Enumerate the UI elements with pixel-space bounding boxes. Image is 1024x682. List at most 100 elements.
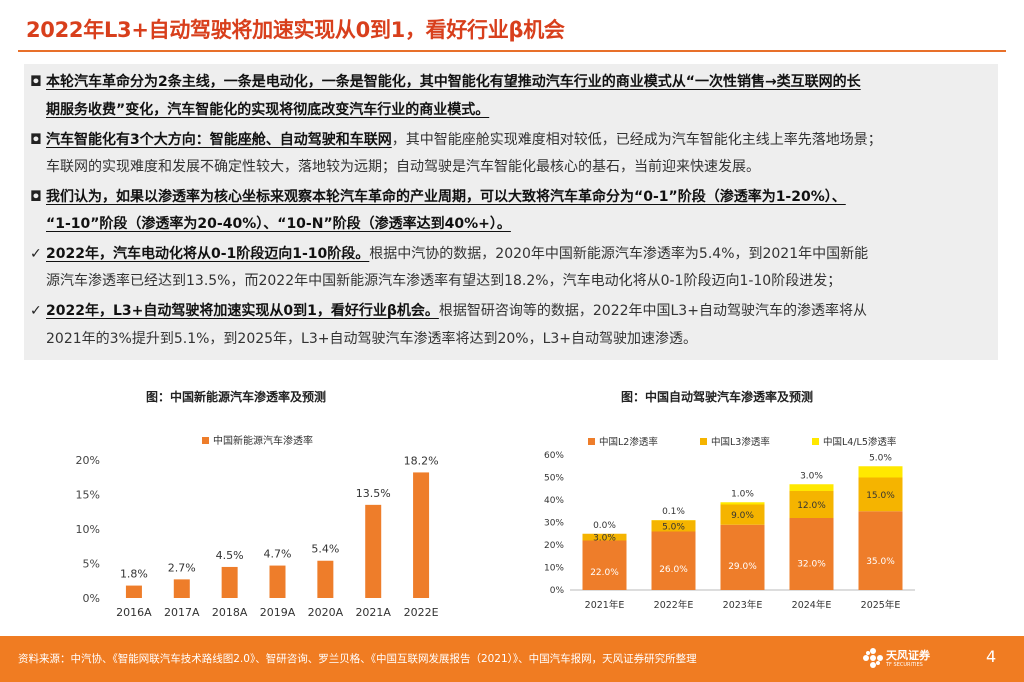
data-label: 5.0% <box>869 453 892 463</box>
data-label: 4.5% <box>216 549 244 562</box>
stacked-bar-segment <box>789 491 834 518</box>
stacked-bar-segment <box>582 540 627 590</box>
chart-1-title: 图：中国新能源汽车渗透率及预测 <box>146 390 327 404</box>
page-number: 4 <box>986 647 997 666</box>
y-tick-label: 20% <box>76 454 100 467</box>
check-icon: ✓ <box>30 303 42 319</box>
bullet-square-icon: ◘ <box>30 74 42 90</box>
x-tick-label: 2019A <box>260 606 296 619</box>
point-4-bold: 2022年，汽车电动化将从0-1阶段迈向1-10阶段。 <box>46 246 370 262</box>
data-label: 4.7% <box>264 548 292 561</box>
logo-name: 天风证券 <box>886 649 930 662</box>
x-tick-label: 2025年E <box>861 599 901 611</box>
y-tick-label: 40% <box>544 496 564 506</box>
x-tick-label: 2022E <box>404 606 439 619</box>
point-5-text-b: 2021年的3%提升到5.1%，到2025年，L3+自动驾驶汽车渗透率将达到20… <box>46 331 698 347</box>
x-tick-label: 2021年E <box>585 599 625 611</box>
y-tick-label: 10% <box>544 564 564 574</box>
legend-swatch <box>700 438 707 445</box>
data-label: 0.1% <box>662 507 685 517</box>
stacked-bar-segment <box>858 477 903 512</box>
y-tick-label: 0% <box>550 586 565 596</box>
legend-swatch <box>812 438 819 445</box>
data-label: 12.0% <box>797 501 826 511</box>
logo-subtitle: TF SECURITIES <box>886 662 923 668</box>
chart-2-title: 图：中国自动驾驶汽车渗透率及预测 <box>621 390 814 404</box>
data-label: 0.0% <box>593 521 616 531</box>
point-2-text-a: ，其中智能座舱实现难度相对较低，已经成为汽车智能化主线上率先落地场景； <box>391 132 882 148</box>
stacked-bar-segment <box>651 520 696 532</box>
data-label: 1.8% <box>120 568 148 581</box>
data-label: 35.0% <box>866 557 895 567</box>
stacked-bar-segment <box>789 484 834 491</box>
check-icon: ✓ <box>30 246 42 262</box>
company-logo: 天风证券 TF SECURITIES <box>862 645 942 675</box>
legend-swatch <box>588 438 595 445</box>
point-2-bold: 汽车智能化有3个大方向：智能座舱、自动驾驶和车联网 <box>46 132 392 148</box>
y-tick-label: 15% <box>76 489 100 502</box>
footer-bar: 资料来源：中汽协、《智能网联汽车技术路线图2.0》、智研咨询、罗兰贝格、《中国互… <box>0 636 1024 682</box>
data-label: 1.0% <box>731 489 754 499</box>
bar <box>173 579 190 598</box>
bar <box>221 566 238 598</box>
y-tick-label: 50% <box>544 474 564 484</box>
legend-label: 中国L3渗透率 <box>711 436 770 448</box>
ev-penetration-chart: 0% 5% 10% 15% 20% 1.8% 2016A 2.7% 2017A 4.5% 2018A… <box>76 434 439 619</box>
data-label: 13.5% <box>356 487 391 500</box>
data-label: 9.0% <box>731 511 754 521</box>
flower-logo-icon <box>863 648 883 668</box>
bar <box>317 560 334 598</box>
bar <box>413 472 430 598</box>
stacked-bar-segment <box>720 502 765 505</box>
x-tick-label: 2024年E <box>792 599 832 611</box>
y-tick-label: 30% <box>544 519 564 529</box>
stacked-bar-segment <box>651 531 696 590</box>
data-label: 5.4% <box>311 543 339 556</box>
bar <box>365 504 382 598</box>
bullet-square-icon: ◘ <box>30 189 42 205</box>
y-tick-label: 10% <box>76 523 100 536</box>
title-divider <box>18 50 1006 52</box>
stacked-bar-segment <box>720 524 765 590</box>
stacked-bar-segment <box>858 511 903 590</box>
data-label: 15.0% <box>866 491 895 501</box>
data-label: 29.0% <box>728 562 757 572</box>
point-4-line-2: 源汽车渗透率已经达到13.5%，而2022年中国新能源汽车渗透率有望达到18.2… <box>30 271 841 291</box>
bullet-square-icon: ◘ <box>30 132 42 148</box>
point-5-text-a: 根据智研咨询等的数据，2022年中国L3+自动驾驶汽车的渗透率将从 <box>438 303 867 319</box>
x-tick-label: 2017A <box>164 606 200 619</box>
point-2-line-2: 车联网的实现难度和发展不确定性较大，落地较为远期；自动驾驶是汽车智能化最核心的基… <box>30 157 760 177</box>
data-label: 3.0% <box>800 471 823 481</box>
data-label: 26.0% <box>659 565 688 575</box>
point-5-line-1: ✓ 2022年，L3+自动驾驶将加速实现从0到1，看好行业β机会。根据智研咨询等的… <box>30 301 867 321</box>
point-3-line-2: “1-10”阶段（渗透率为20-40%）、“10-N”阶段（渗透率达到40%+）… <box>30 214 511 234</box>
bar <box>269 565 286 598</box>
point-2-line-1: ◘ 汽车智能化有3个大方向：智能座舱、自动驾驶和车联网，其中智能座舱实现难度相对较… <box>30 130 882 150</box>
summary-panel <box>24 64 998 360</box>
bar <box>125 585 142 598</box>
x-tick-label: 2020A <box>308 606 344 619</box>
point-5-line-2: 2021年的3%提升到5.1%，到2025年，L3+自动驾驶汽车渗透率将达到20… <box>30 329 697 349</box>
point-3-line-1: ◘ 我们认为，如果以渗透率为核心坐标来观察本轮汽车革命的产业周期，可以大致将汽车革… <box>30 187 846 207</box>
legend-label: 中国L4/L5渗透率 <box>823 436 897 448</box>
y-tick-label: 0% <box>83 592 100 605</box>
point-3-text-a: 我们认为，如果以渗透率为核心坐标来观察本轮汽车革命的产业周期，可以大致将汽车革命… <box>46 189 846 205</box>
point-1-line-1: ◘ 本轮汽车革命分为2条主线，一条是电动化，一条是智能化，其中智能化有望推动汽车行… <box>30 72 861 92</box>
legend-label: 中国新能源汽车渗透率 <box>213 434 313 447</box>
data-label: 3.0% <box>593 534 616 544</box>
point-3-text-b: “1-10”阶段（渗透率为20-40%）、“10-N”阶段（渗透率达到40%+）… <box>46 216 511 232</box>
point-4-line-1: ✓ 2022年，汽车电动化将从0-1阶段迈向1-10阶段。根据中汽协的数据，202… <box>30 244 868 264</box>
source-note: 资料来源：中汽协、《智能网联汽车技术路线图2.0》、智研咨询、罗兰贝格、《中国互… <box>18 653 697 665</box>
y-tick-label: 60% <box>544 451 564 461</box>
point-2-text-b: 车联网的实现难度和发展不确定性较大，落地较为远期；自动驾驶是汽车智能化最核心的基… <box>46 159 760 175</box>
point-4-text-a: 根据中汽协的数据，2020年中国新能源汽车渗透率为5.4%，到2021年中国新能 <box>369 246 869 262</box>
point-4-text-b: 源汽车渗透率已经达到13.5%，而2022年中国新能源汽车渗透率有望达到18.2… <box>46 273 842 289</box>
point-5-bold: 2022年，L3+自动驾驶将加速实现从0到1，看好行业β机会。 <box>46 303 439 319</box>
legend-label: 中国L2渗透率 <box>599 436 658 448</box>
x-tick-label: 2021A <box>355 606 391 619</box>
y-tick-label: 20% <box>544 541 564 551</box>
data-label: 5.0% <box>662 522 685 532</box>
data-label: 2.7% <box>168 561 196 574</box>
stacked-bar-segment <box>789 518 834 590</box>
stacked-bar-segment <box>720 504 765 525</box>
